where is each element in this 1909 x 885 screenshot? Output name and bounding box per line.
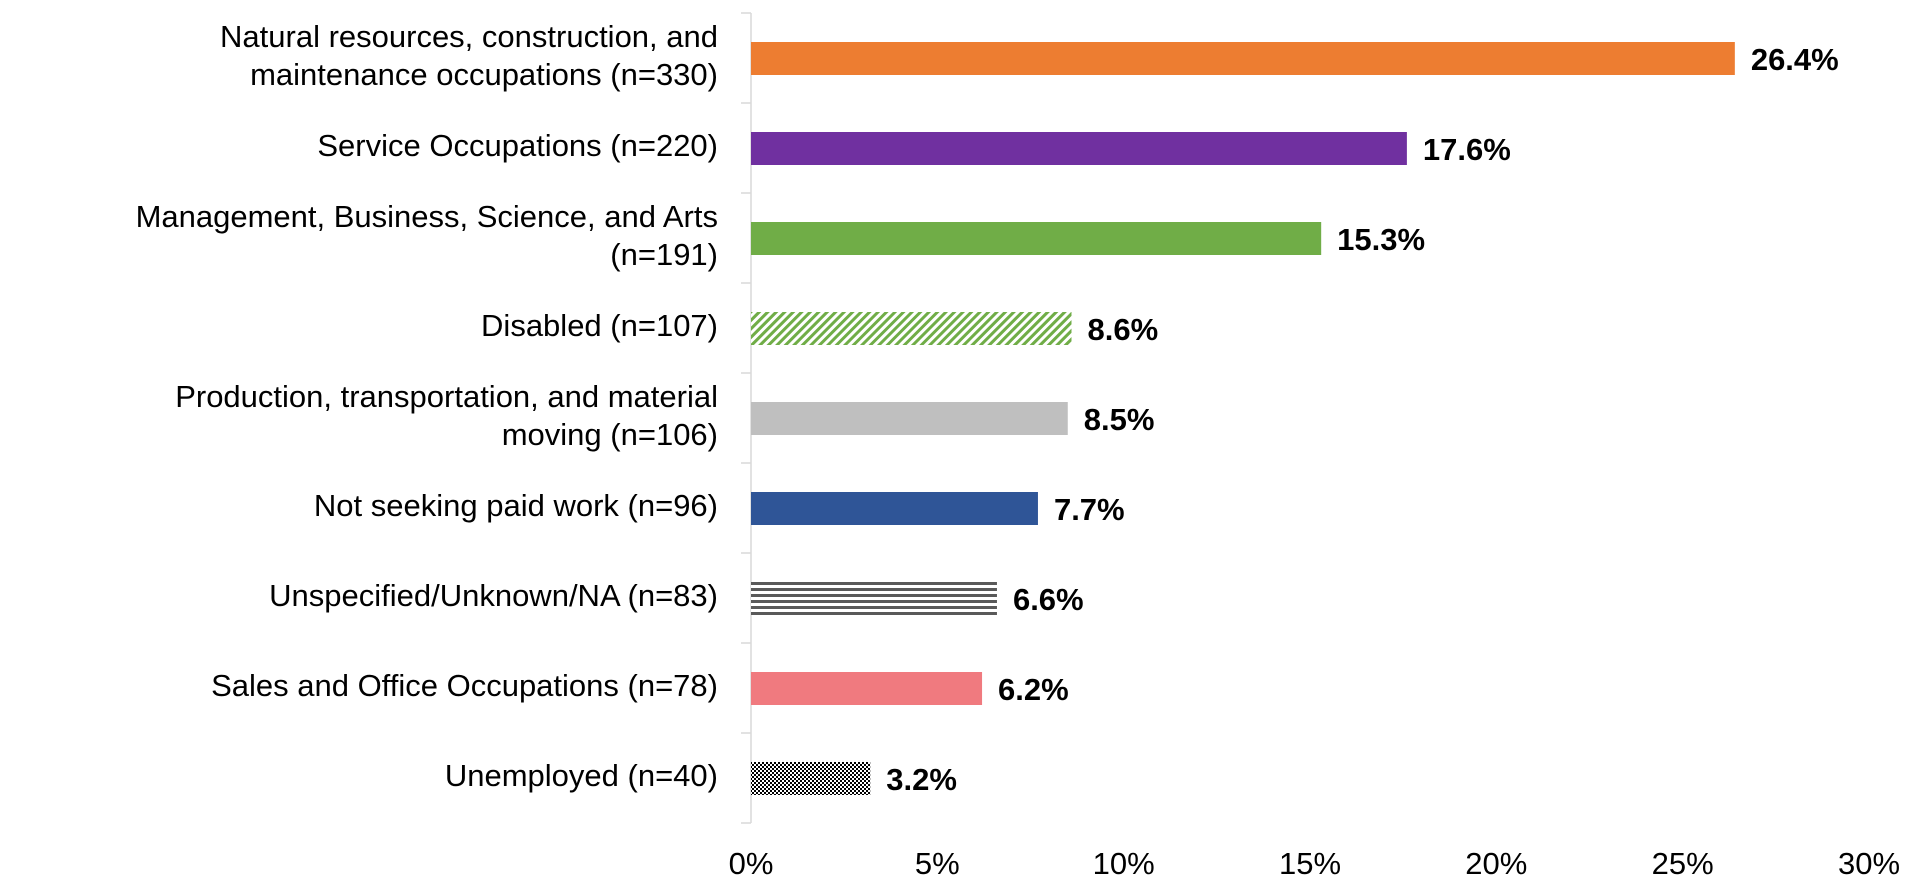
bar [751, 402, 1068, 435]
y-tick-label: Not seeking paid work (n=96) [314, 488, 718, 523]
y-tick-label: Unemployed (n=40) [445, 758, 718, 793]
y-tick-label: Natural resources, construction, and main… [220, 19, 718, 92]
bar [751, 672, 983, 705]
value-label: 26.4% [1751, 42, 1839, 77]
value-label: 6.2% [998, 672, 1069, 707]
value-label: 17.6% [1423, 132, 1511, 167]
x-tick-label: 10% [1093, 846, 1155, 881]
x-tick-label: 0% [729, 846, 774, 881]
bar [751, 312, 1072, 345]
y-tick-label: Unspecified/Unknown/NA (n=83) [269, 578, 718, 613]
x-tick-label: 30% [1838, 846, 1900, 881]
y-tick-label: Service Occupations (n=220) [317, 128, 718, 163]
y-tick-label: Management, Business, Science, and Arts(… [136, 199, 718, 272]
bar [751, 492, 1038, 525]
y-tick-label: Sales and Office Occupations (n=78) [211, 668, 718, 703]
x-tick-label: 15% [1279, 846, 1341, 881]
x-tick-label: 5% [915, 846, 960, 881]
y-tick-label: Production, transportation, and material… [175, 379, 718, 452]
value-label: 8.6% [1087, 312, 1158, 347]
y-tick-label: Disabled (n=107) [481, 308, 718, 343]
bar [751, 222, 1322, 255]
bar [751, 582, 997, 615]
value-label: 3.2% [886, 762, 957, 797]
bar [751, 42, 1735, 75]
value-label: 15.3% [1337, 222, 1425, 257]
x-tick-label: 25% [1652, 846, 1714, 881]
x-tick-label: 20% [1465, 846, 1527, 881]
bar [751, 132, 1407, 165]
value-label: 6.6% [1013, 582, 1084, 617]
value-label: 8.5% [1084, 402, 1155, 437]
bar [751, 762, 871, 795]
value-label: 7.7% [1054, 492, 1125, 527]
